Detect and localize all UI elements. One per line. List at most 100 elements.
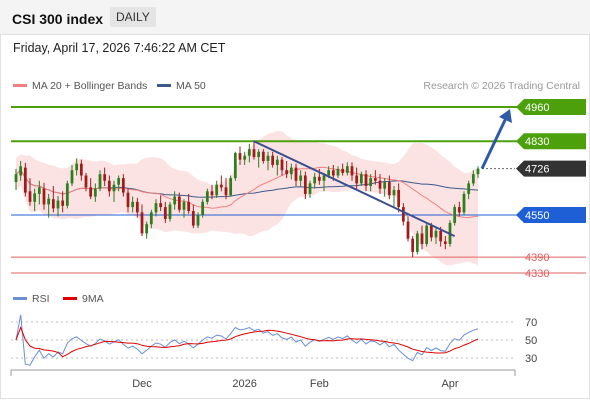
price-pane: 4960 4830 4726 4550 4390 4330 [11, 99, 586, 280]
candle-body [392, 189, 396, 196]
candle-body [341, 168, 345, 173]
candle-body [476, 168, 480, 175]
candle-body [23, 167, 27, 193]
candle-body [322, 175, 326, 181]
candle-body [196, 215, 200, 226]
candle-body [313, 176, 317, 184]
candle-body [373, 178, 377, 181]
candle-body [89, 187, 93, 197]
legend-ma20-label: MA 20 + Bollinger Bands [32, 80, 148, 92]
candle-body [257, 151, 261, 158]
candle-body [140, 212, 144, 234]
candle-body [359, 174, 363, 184]
candle-body [42, 188, 46, 205]
candle-body [215, 184, 219, 196]
candle-body [415, 233, 419, 252]
candle-body [84, 175, 88, 188]
candle-body [406, 221, 410, 239]
rsi-swatch [13, 296, 27, 300]
x-axis: Dec 2026 Feb Apr [10, 369, 516, 390]
candle-body [294, 167, 298, 181]
candle-body [420, 233, 424, 244]
legend-ma20: MA 20 + Bollinger Bands [13, 80, 147, 92]
candle-body [103, 174, 107, 181]
candle-body [219, 184, 223, 188]
candle-body [107, 180, 111, 192]
header-bar: CSI 300 index DAILY [0, 0, 590, 35]
legend-rsi: RSI [13, 293, 50, 305]
rsi-ma-swatch [63, 296, 77, 300]
candle-body [425, 225, 429, 244]
candle-body [467, 183, 471, 194]
level-tag-4960 [516, 99, 586, 115]
candle-body [364, 174, 368, 187]
forecast-arrow-shaft [480, 117, 508, 170]
candle-body [247, 149, 251, 156]
rsi-pane: 30 50 70 [11, 314, 537, 366]
candle-body [149, 212, 153, 225]
legend-ma50-label: MA 50 [176, 80, 206, 92]
rsi-tick-50: 50 [525, 335, 537, 347]
candle-body [131, 201, 135, 208]
level-tag-4550 [516, 207, 586, 223]
legend-rsi-ma-label: 9MA [82, 293, 104, 305]
candle-body [299, 175, 303, 181]
candle-body [98, 174, 102, 189]
ma20-swatch [13, 83, 27, 87]
period-badge[interactable]: DAILY [110, 7, 156, 27]
candle-body [224, 187, 228, 196]
candle-body [383, 182, 387, 189]
timestamp: Friday, April 17, 2026 7:46:22 AM CET [13, 41, 226, 55]
candle-body [210, 191, 214, 196]
candle-body [411, 238, 415, 252]
candle-body [191, 211, 195, 226]
x-tick-label-Dec: Dec [132, 378, 152, 390]
legend-rsi-label: RSI [32, 293, 50, 305]
candle-body [303, 175, 307, 194]
ma50-swatch [157, 83, 171, 87]
candle-body [252, 149, 256, 158]
candle-body [229, 178, 233, 196]
candle-body [33, 193, 37, 202]
candle-body [112, 184, 116, 192]
candle-body [271, 155, 275, 165]
level-label-4726: 4726 [525, 164, 549, 176]
candle-body [159, 203, 163, 208]
candle-body [233, 153, 237, 179]
level-label-4390: 4390 [525, 252, 549, 264]
candle-body [47, 198, 51, 205]
candle-body [280, 159, 284, 171]
candle-body [51, 199, 55, 209]
x-tick-label-Apr: Apr [441, 378, 458, 390]
chart-title: CSI 300 index [12, 11, 104, 27]
candle-body [201, 201, 205, 215]
candle-body [56, 200, 60, 209]
candle-body [345, 166, 349, 173]
candle-body [37, 187, 41, 194]
candle-body [443, 241, 447, 244]
candle-body [14, 174, 18, 183]
candle-body [471, 174, 475, 184]
candle-body [462, 193, 466, 213]
candle-body [355, 175, 359, 184]
candle-body [275, 159, 279, 165]
candle-body [453, 207, 457, 223]
candle-body [434, 230, 438, 238]
candle-body [75, 163, 79, 171]
candle-body [439, 230, 443, 242]
candle-body [145, 224, 149, 234]
candle-body [205, 191, 209, 202]
candle-body [93, 188, 97, 197]
rsi-tick-70: 70 [525, 317, 537, 329]
candle-body [168, 204, 172, 219]
level-label-4960: 4960 [525, 102, 549, 114]
x-tick-label-2026: 2026 [232, 378, 256, 390]
candle-body [28, 191, 32, 202]
candle-body [401, 207, 405, 222]
candle-body [378, 180, 382, 189]
candle-body [266, 155, 270, 161]
rsi-ma-line [15, 325, 479, 358]
candle-body [177, 196, 181, 210]
candle-body [70, 170, 74, 184]
